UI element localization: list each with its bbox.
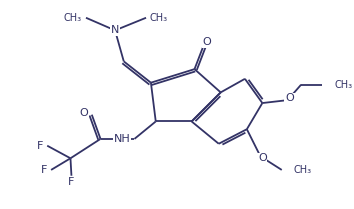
Text: O: O [285,93,294,103]
Text: CH₃: CH₃ [64,13,82,23]
Text: F: F [68,177,75,187]
Text: O: O [258,153,267,163]
Text: F: F [37,141,43,151]
Text: O: O [203,37,211,47]
Text: CH₃: CH₃ [293,165,312,175]
Text: N: N [111,25,119,35]
Text: CH₃: CH₃ [334,80,352,90]
Text: F: F [41,165,47,175]
Text: CH₃: CH₃ [150,13,168,23]
Text: NH: NH [114,134,131,144]
Text: O: O [79,108,88,118]
